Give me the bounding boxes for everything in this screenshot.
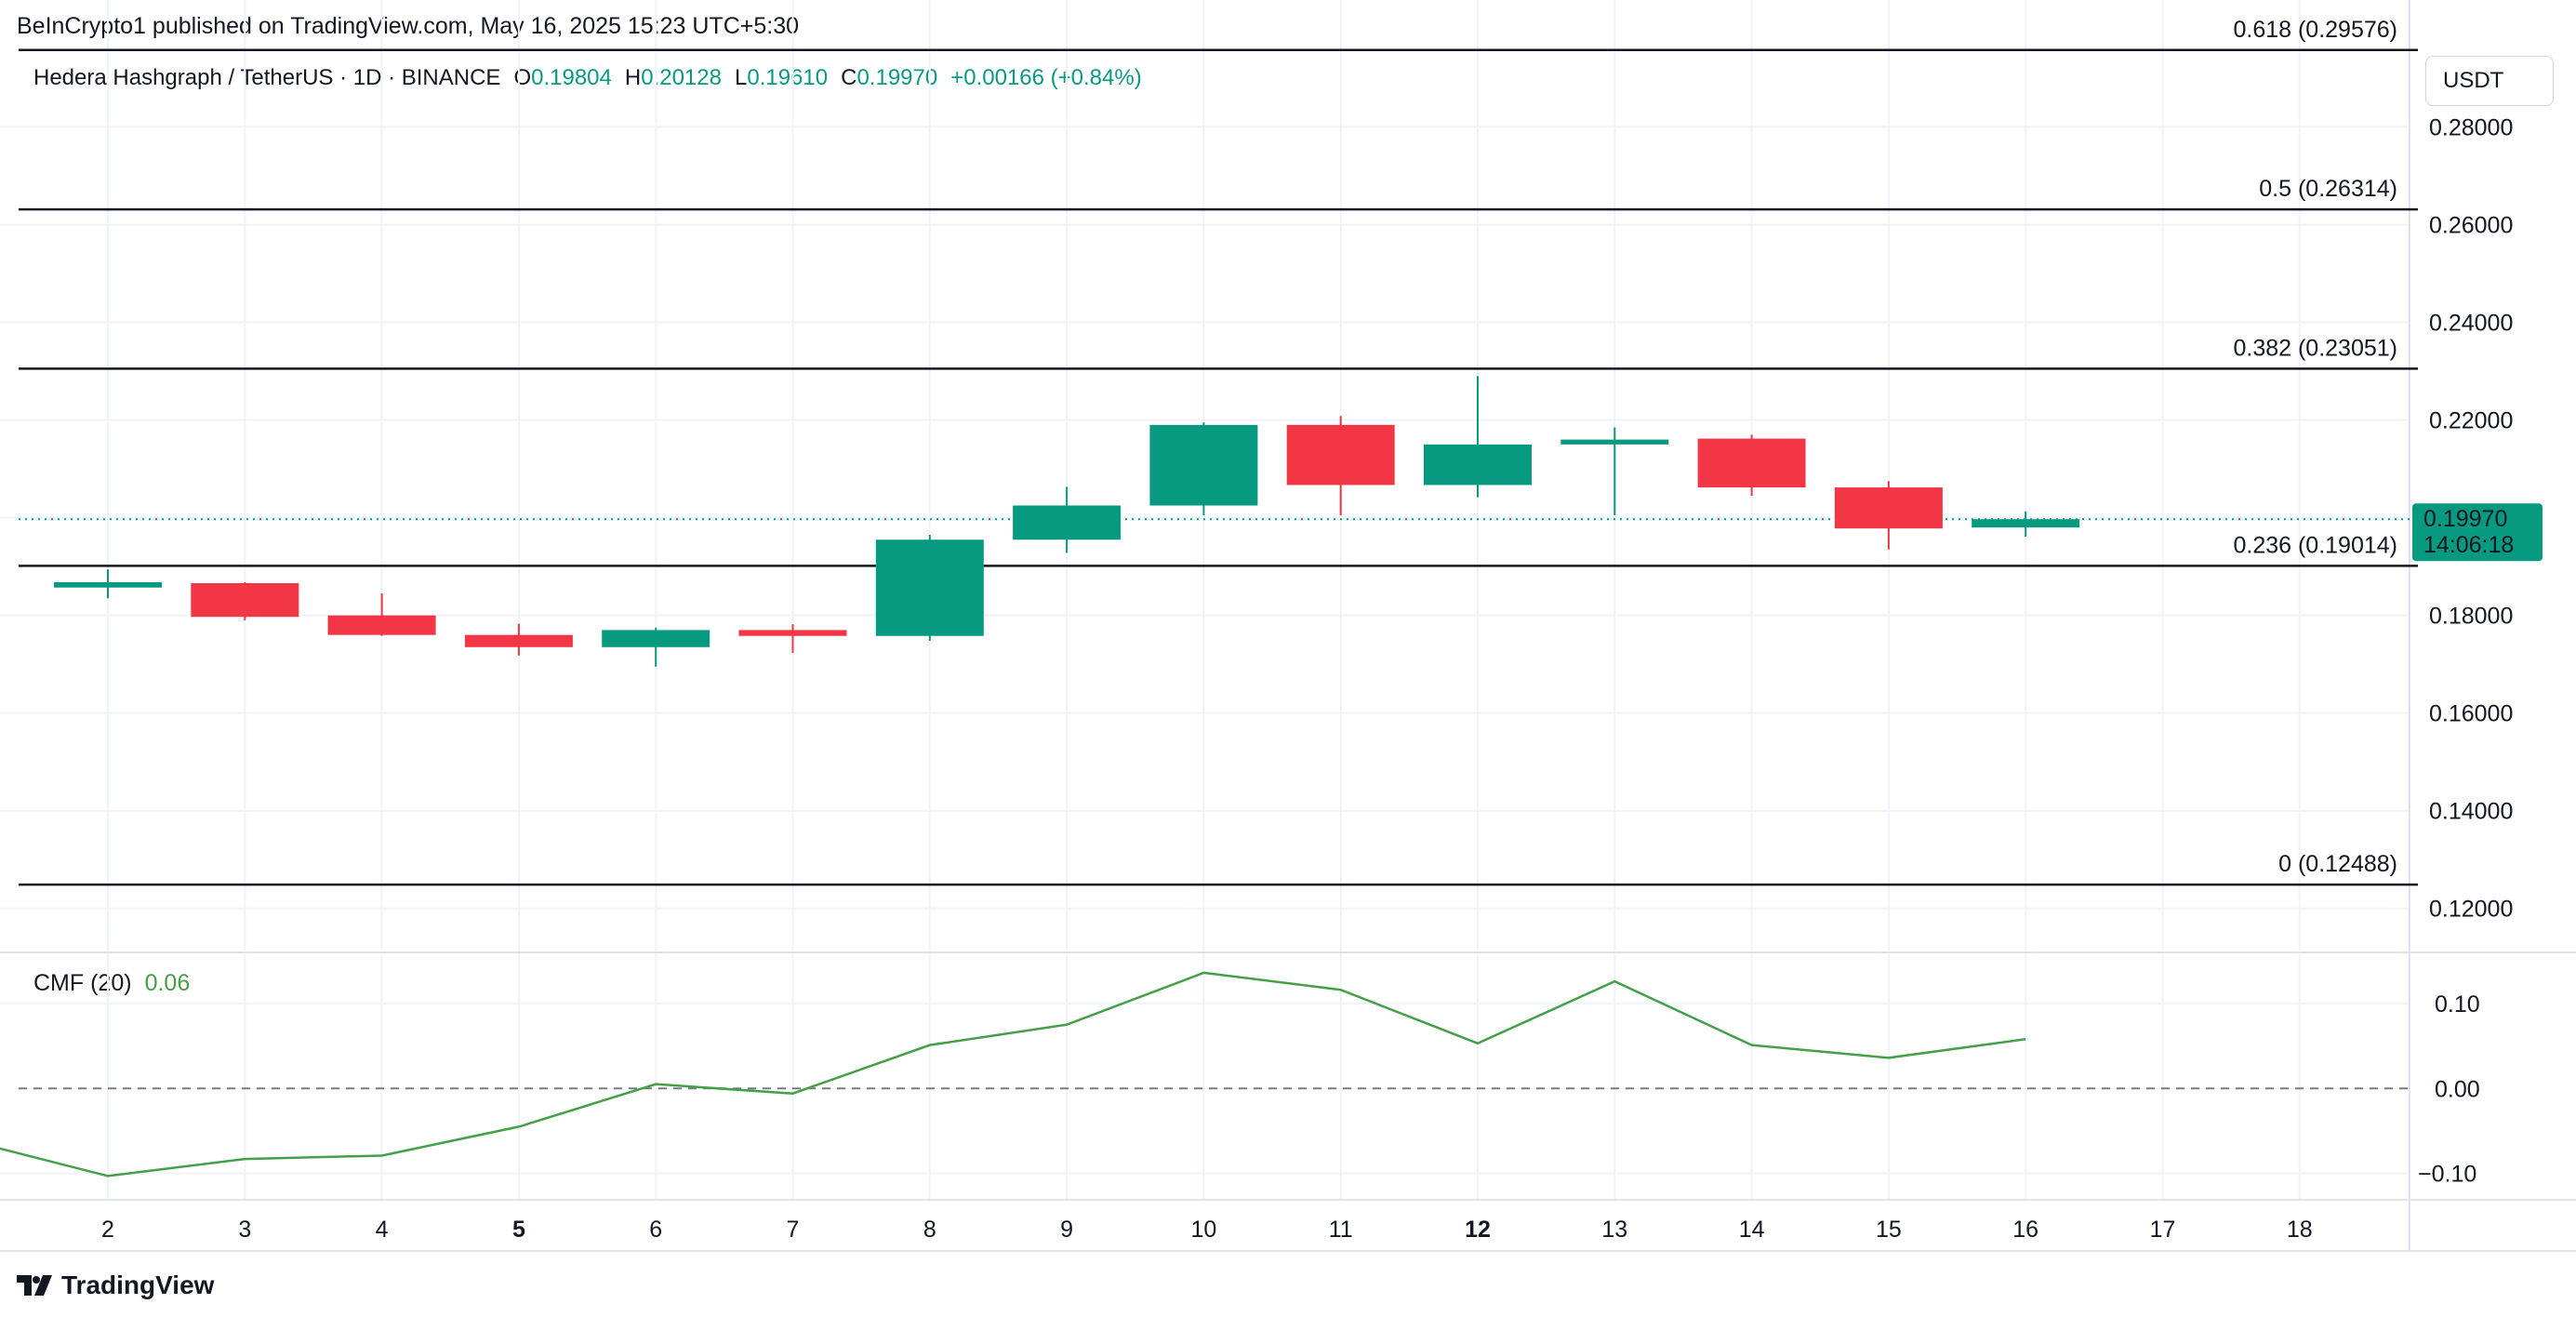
cmf-axis-label: 0.10 bbox=[2435, 991, 2480, 1018]
tradingview-logo-icon bbox=[17, 1275, 52, 1296]
cmf-axis-label: 0.00 bbox=[2435, 1076, 2480, 1102]
time-axis-label: 15 bbox=[1876, 1217, 1902, 1243]
fib-level-label: 0.236 (0.19014) bbox=[2233, 532, 2397, 558]
close-label: C bbox=[841, 65, 857, 90]
published-caption: BeInCrypto1 published on TradingView.com… bbox=[17, 13, 800, 39]
time-axis-label: 6 bbox=[649, 1217, 662, 1243]
time-axis-label: 13 bbox=[1601, 1217, 1627, 1243]
candle-body bbox=[464, 634, 573, 647]
time-axis-label: 9 bbox=[1060, 1217, 1073, 1243]
time-axis-label: 8 bbox=[923, 1217, 936, 1243]
candle-body bbox=[1149, 424, 1258, 506]
price-axis-label: 0.16000 bbox=[2429, 701, 2513, 727]
time-axis-label: 10 bbox=[1190, 1217, 1216, 1243]
bar-countdown: 14:06:18 bbox=[2423, 532, 2514, 558]
candle-body bbox=[191, 583, 299, 618]
cmf-series[interactable] bbox=[0, 971, 2410, 1177]
time-axis-label: 5 bbox=[512, 1217, 525, 1243]
cmf-axis[interactable]: 0.10 0.00 −0.10 bbox=[2418, 991, 2480, 1188]
candle-body bbox=[327, 615, 436, 635]
time-axis-label: 18 bbox=[2287, 1217, 2313, 1243]
fib-level-label: 0 (0.12488) bbox=[2278, 851, 2397, 877]
cmf-line bbox=[0, 971, 2026, 1177]
fib-level-label: 0.5 (0.26314) bbox=[2259, 176, 2397, 202]
currency-selector[interactable]: USDT bbox=[2425, 56, 2554, 106]
candle-body bbox=[54, 581, 162, 588]
tradingview-logo[interactable]: TradingView bbox=[17, 1270, 214, 1300]
price-axis-label: 0.28000 bbox=[2429, 115, 2513, 141]
candle-body bbox=[1013, 505, 1122, 540]
time-axis-label: 11 bbox=[1329, 1217, 1353, 1243]
price-axis-label: 0.12000 bbox=[2429, 897, 2513, 923]
time-axis-label: 12 bbox=[1465, 1217, 1491, 1243]
price-axis-label: 0.22000 bbox=[2429, 408, 2513, 434]
price-axis-label: 0.24000 bbox=[2429, 311, 2513, 337]
time-axis-label: 14 bbox=[1739, 1217, 1765, 1243]
fib-level-label: 0.382 (0.23051) bbox=[2233, 335, 2397, 361]
candle-body bbox=[602, 630, 710, 647]
low-label: L bbox=[734, 65, 748, 90]
time-axis-label: 3 bbox=[238, 1217, 251, 1243]
price-axis[interactable]: 0.28000 0.26000 0.24000 0.22000 0.18000 0.160… bbox=[2429, 115, 2513, 923]
fibonacci-levels[interactable]: 0.618 (0.29576) 0.5 (0.26314) 0.382 (0.230… bbox=[19, 17, 2418, 886]
fib-level-label: 0.618 (0.29576) bbox=[2233, 17, 2397, 43]
close-value: 0.19970 bbox=[856, 65, 938, 90]
candle-body bbox=[1286, 424, 1395, 486]
open-value: 0.19804 bbox=[531, 65, 612, 90]
candle-body bbox=[875, 539, 984, 636]
price-axis-label: 0.26000 bbox=[2429, 213, 2513, 239]
time-axis-label: 17 bbox=[2150, 1217, 2176, 1243]
candlestick-series[interactable] bbox=[54, 376, 2080, 667]
cmf-label[interactable]: CMF (20) bbox=[33, 970, 132, 996]
tradingview-logo-text: TradingView bbox=[61, 1270, 215, 1299]
grid-layer bbox=[0, 0, 2410, 1200]
last-price-tag-bg bbox=[2412, 503, 2543, 562]
candle-body bbox=[1560, 439, 1669, 445]
time-axis[interactable]: 2 3 4 5 6 7 8 9 10 11 12 13 14 15 16 17 18 bbox=[101, 1217, 2313, 1243]
time-axis-label: 4 bbox=[376, 1217, 389, 1243]
candle-body bbox=[1424, 444, 1532, 486]
time-axis-label: 16 bbox=[2012, 1217, 2038, 1243]
last-price-tag: 0.19970 14:06:18 bbox=[2412, 503, 2543, 562]
change-value: +0.00166 (+0.84%) bbox=[950, 65, 1142, 90]
high-value: 0.20128 bbox=[641, 65, 722, 90]
high-label: H bbox=[624, 65, 642, 90]
price-axis-label: 0.18000 bbox=[2429, 604, 2513, 630]
time-axis-label: 7 bbox=[787, 1217, 800, 1243]
cmf-legend: CMF (20) 0.06 bbox=[33, 970, 190, 997]
candle-body bbox=[1972, 519, 2080, 528]
time-axis-label: 2 bbox=[101, 1217, 114, 1243]
cmf-axis-label: −0.10 bbox=[2418, 1162, 2476, 1188]
symbol-legend: Hedera Hashgraph / TetherUS · 1D · BINAN… bbox=[33, 65, 1142, 91]
candle-body bbox=[1697, 438, 1806, 488]
candle-body bbox=[1834, 487, 1943, 529]
cmf-value: 0.06 bbox=[144, 970, 191, 996]
low-value: 0.19610 bbox=[747, 65, 829, 90]
candle-body bbox=[738, 630, 847, 636]
last-price-value: 0.19970 bbox=[2423, 506, 2507, 532]
symbol-title[interactable]: Hedera Hashgraph / TetherUS · 1D · BINAN… bbox=[33, 65, 501, 90]
price-axis-label: 0.14000 bbox=[2429, 799, 2513, 825]
